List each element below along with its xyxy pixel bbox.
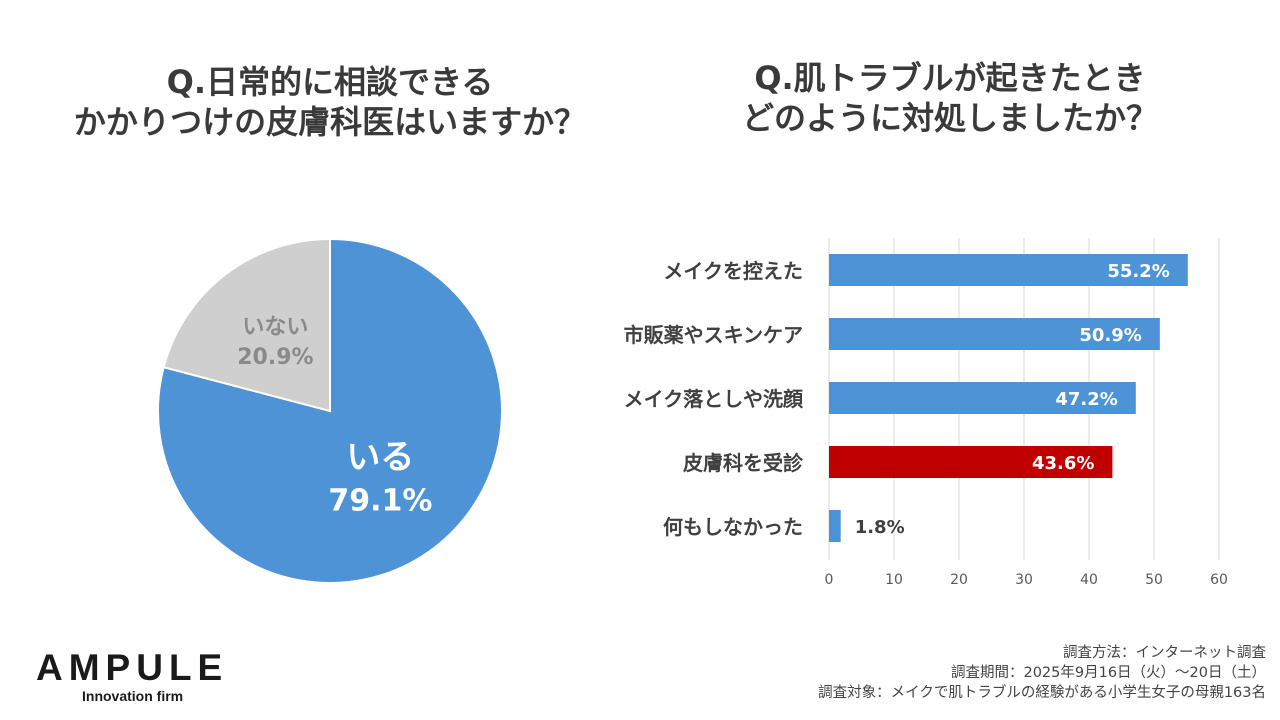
survey-period: 調査期間：2025年9月16日（火）～20日（土） (950, 665, 1266, 681)
bar-chart-title-line-2: どのように対処しましたか？ (741, 99, 1158, 137)
bar-3 (829, 446, 1113, 478)
pie-chart-title: Q.日常的に相談できる かかりつけの皮膚科医はいますか？ (20, 62, 640, 142)
pie-value-yes: 79.1% (328, 483, 432, 518)
category-label-1: 市販薬やスキンケア (624, 323, 803, 347)
category-label-4: 何もしなかった (663, 515, 803, 539)
survey-target: 調査対象：メイクで肌トラブルの経験がある小学生女子の母親163名 (818, 685, 1266, 701)
pie-value-no: 20.9% (237, 345, 313, 370)
x-tick-label-50: 50 (1145, 572, 1163, 588)
pie-slice-no (162, 237, 331, 413)
pie-label-no: いない (242, 315, 308, 340)
brand-logo: AMPULE (36, 647, 229, 688)
bar-value-label-1: 50.9% (1079, 325, 1141, 346)
category-label-3: 皮膚科を受診 (683, 451, 804, 475)
x-tick-label-20: 20 (950, 572, 968, 588)
pie-chart-title-line-1: Q.日常的に相談できる (166, 63, 494, 101)
x-tick-label-0: 0 (825, 572, 834, 588)
x-tick-label-40: 40 (1080, 572, 1098, 588)
brand-tagline: Innovation firm (82, 688, 184, 704)
bar-value-label-2: 47.2% (1055, 389, 1117, 410)
bar-value-label-3: 43.6% (1032, 453, 1094, 474)
category-label-2: メイク落としや洗顔 (624, 387, 804, 411)
bar-chart-title-line-1: Q.肌トラブルが起きたとき (754, 59, 1146, 97)
survey-method: 調査方法：インターネット調査 (1063, 645, 1266, 661)
x-tick-label-60: 60 (1210, 572, 1228, 588)
category-label-0: メイクを控えた (663, 259, 803, 283)
bar-chart: 0 10 20 30 40 50 60 メイクを控えた 55.2% 市販薬やスキンケア 50.9% メ… (624, 238, 1228, 588)
bar-1 (829, 318, 1160, 350)
bar-2 (829, 382, 1136, 414)
bar-0 (829, 254, 1188, 286)
pie-label-yes: いる (346, 437, 414, 477)
survey-notes: 調査方法：インターネット調査 調査期間：2025年9月16日（火）～20日（土）… (818, 643, 1266, 703)
x-tick-label-30: 30 (1015, 572, 1033, 588)
x-tick-label-10: 10 (885, 572, 903, 588)
bar-4 (829, 510, 841, 542)
bar-chart-title: Q.肌トラブルが起きたとき どのように対処しましたか？ (640, 58, 1260, 138)
bar-value-label-4: 1.8% (855, 517, 905, 538)
pie-chart-title-line-2: かかりつけの皮膚科医はいますか？ (73, 103, 587, 141)
bar-value-label-0: 55.2% (1107, 261, 1169, 282)
pie-chart: いる 79.1% いない 20.9% (157, 237, 503, 584)
